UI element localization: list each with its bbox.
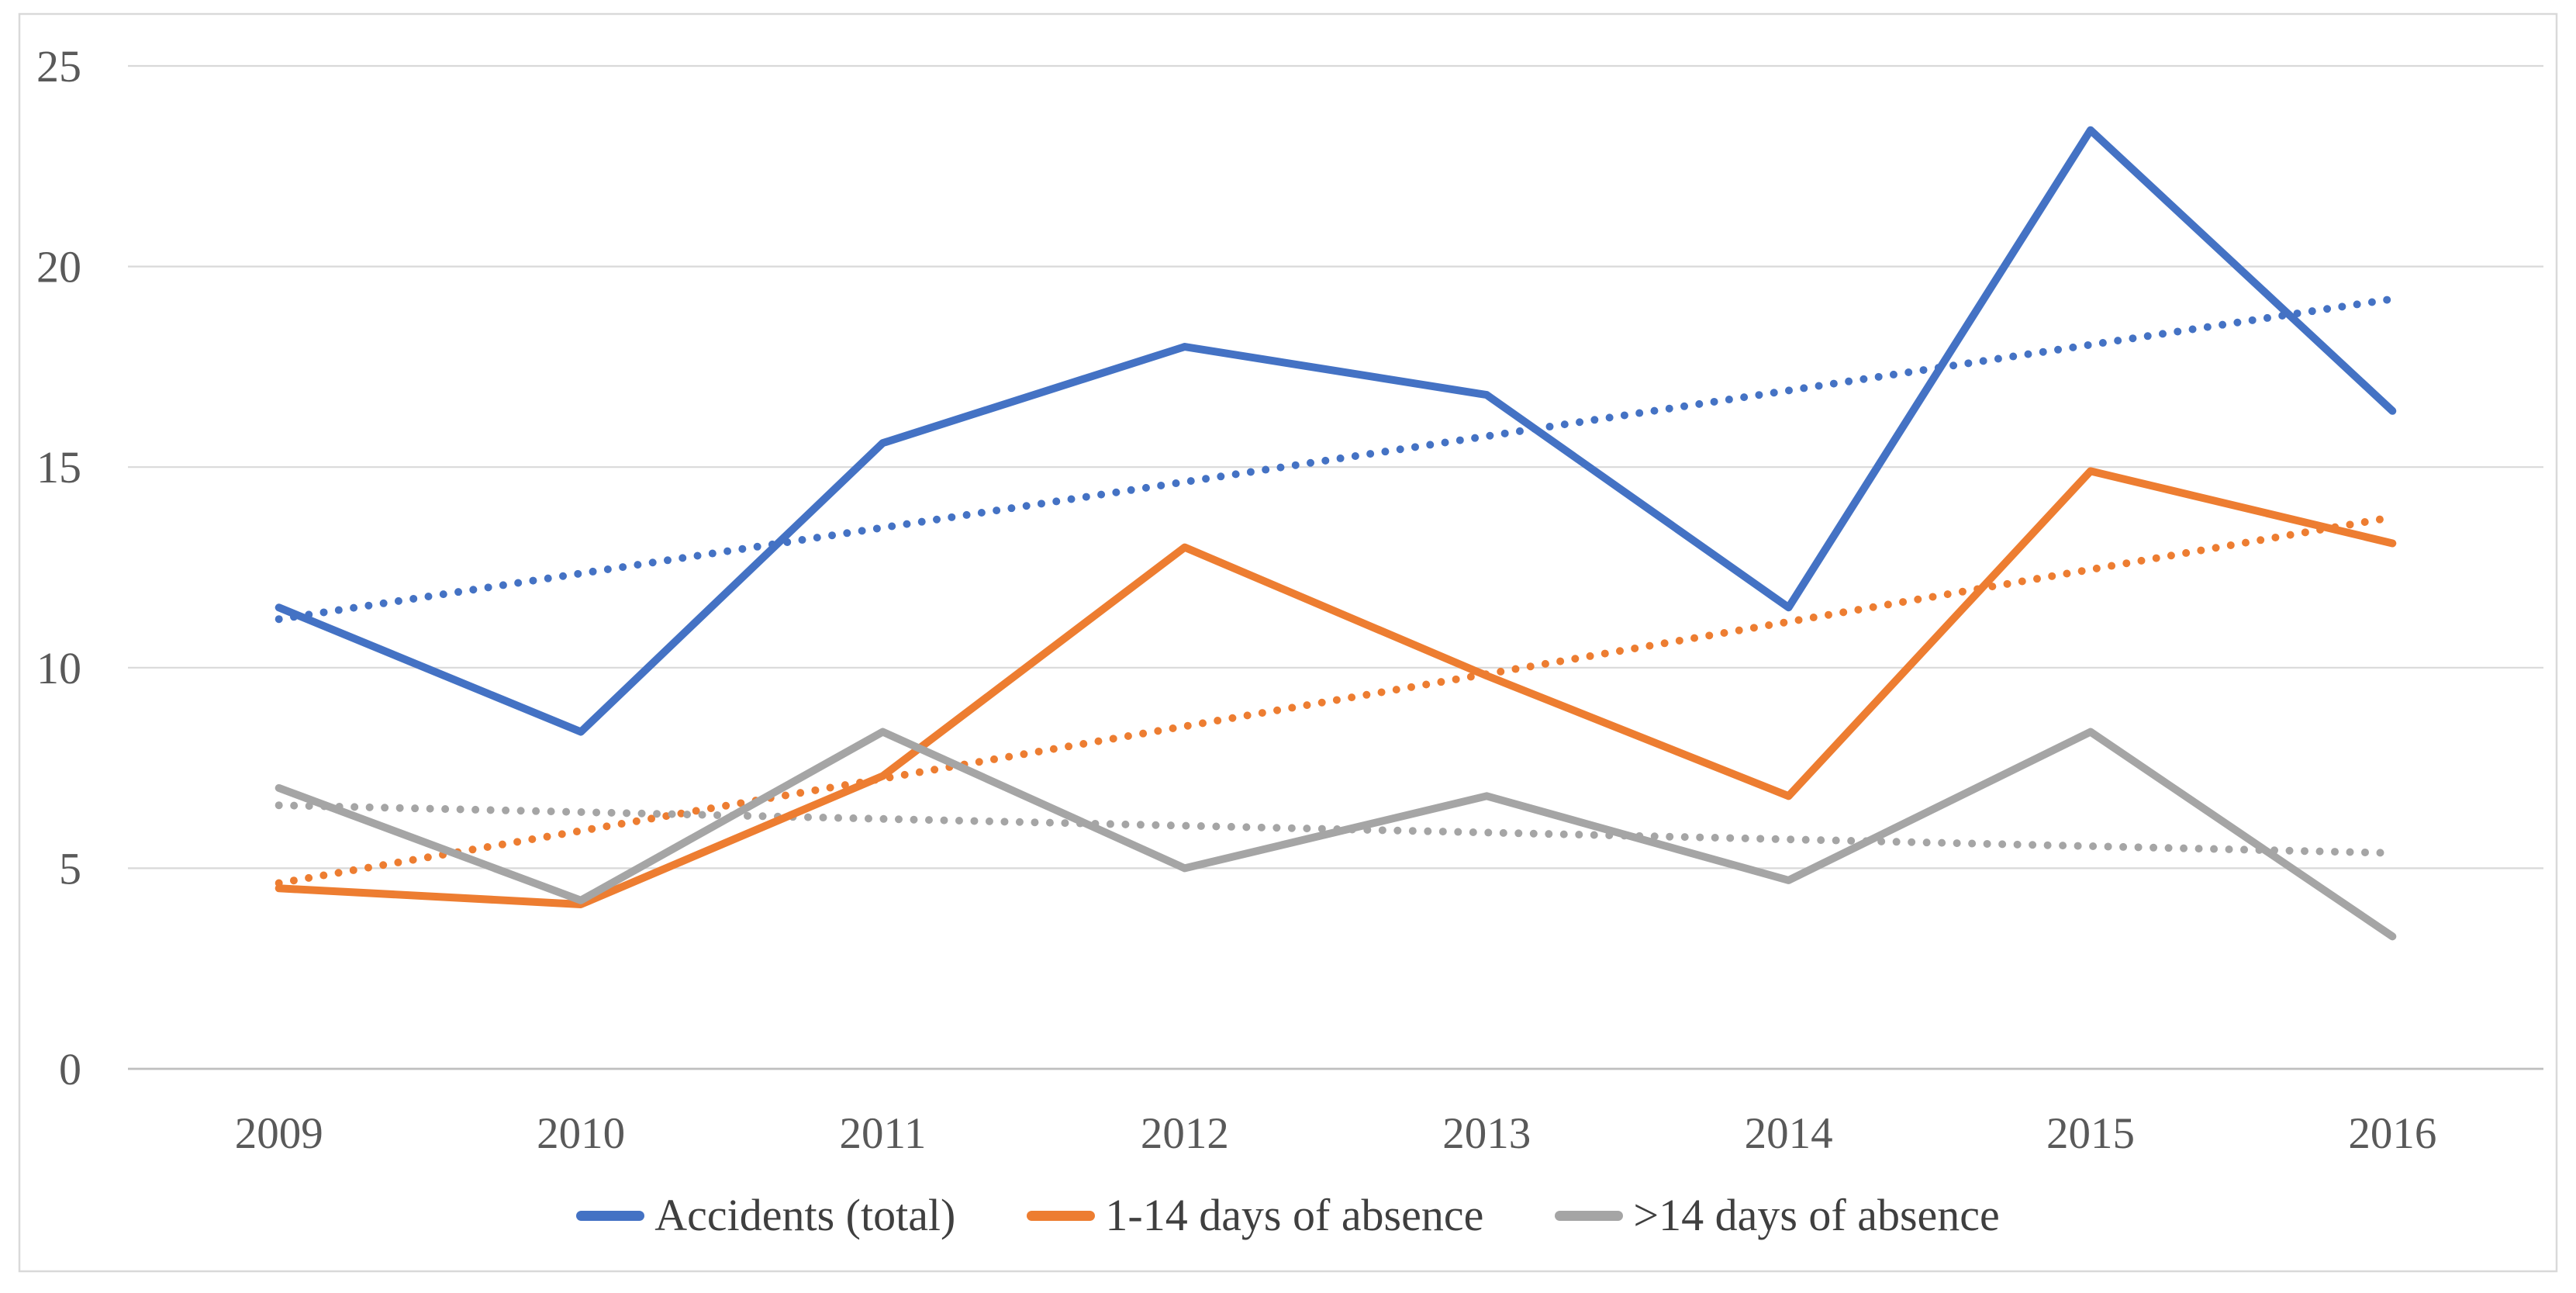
y-tick-label: 10 [36, 643, 81, 693]
x-tick-label: 2015 [2046, 1109, 2135, 1158]
series-line-14-days-of-absence [275, 728, 2397, 941]
x-tick-label: 2016 [2348, 1109, 2436, 1158]
chart-frame-border [18, 12, 2558, 1273]
y-tick-label: 0 [59, 1044, 81, 1094]
series-trendline-1-14-days-of-absence [275, 513, 2397, 887]
series-line-1-14-days-of-absence [275, 467, 2397, 908]
x-tick-label: 2010 [537, 1109, 625, 1158]
y-tick-label: 20 [36, 242, 81, 292]
y-tick-label: 25 [36, 41, 81, 92]
y-tick-label: 5 [59, 843, 81, 894]
x-tick-label: 2014 [1745, 1109, 1833, 1158]
x-tick-label: 2011 [839, 1109, 926, 1158]
x-tick-label: 2013 [1442, 1109, 1531, 1158]
x-tick-label: 2012 [1141, 1109, 1229, 1158]
series-line-accidents-total [275, 126, 2397, 736]
y-tick-label: 15 [36, 442, 81, 493]
series-trendline-accidents-total [275, 295, 2397, 624]
x-tick-label: 2009 [235, 1109, 323, 1158]
